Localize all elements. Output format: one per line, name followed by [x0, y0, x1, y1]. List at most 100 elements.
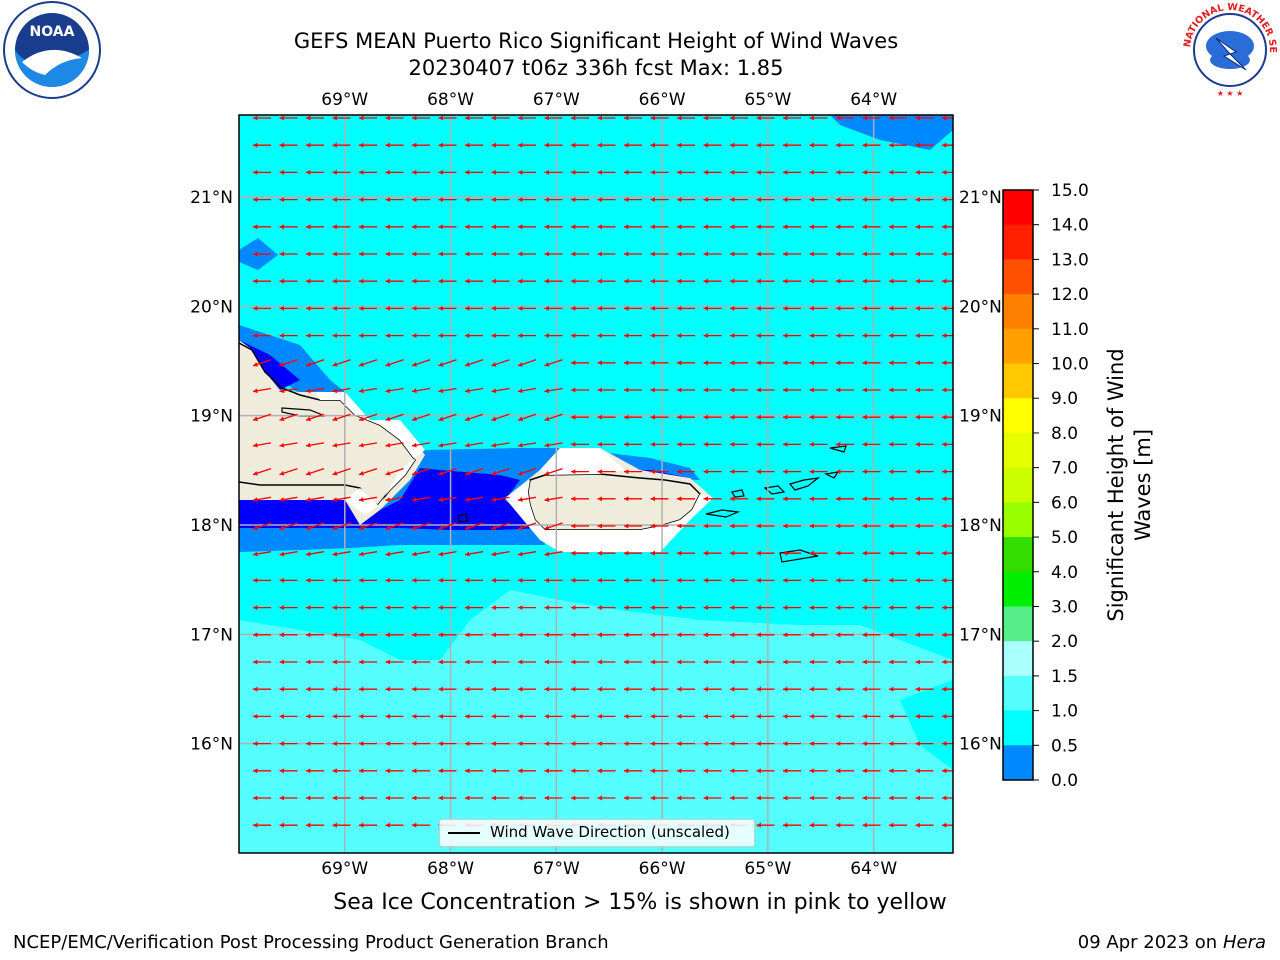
wind-wave-arrowhead — [783, 578, 788, 583]
wind-wave-arrowhead — [756, 686, 761, 692]
wind-wave-arrowhead — [889, 442, 894, 447]
wind-wave-arrowhead — [889, 387, 894, 393]
wind-wave-arrowhead — [253, 578, 258, 583]
colorbar-tick-label: 0.0 — [1051, 771, 1078, 791]
wind-wave-arrowhead — [756, 469, 761, 474]
wind-wave-arrowhead — [624, 768, 629, 774]
lat-tick-label-right: 18°N — [959, 516, 1002, 536]
wind-wave-arrowhead — [544, 470, 550, 476]
wind-wave-arrowhead — [730, 523, 735, 529]
wind-wave-arrowhead — [332, 362, 338, 367]
wind-wave-arrowhead — [836, 251, 841, 257]
wind-wave-arrowhead — [624, 659, 629, 665]
wind-wave-arrowhead — [809, 714, 814, 719]
wind-wave-arrowhead — [412, 768, 417, 774]
wind-wave-arrowhead — [862, 360, 867, 366]
wind-wave-arrowhead — [597, 333, 602, 338]
wind-wave-arrowhead — [862, 768, 867, 774]
wind-wave-arrowhead — [438, 197, 443, 202]
wind-wave-arrowhead — [306, 741, 311, 746]
wind-wave-arrowhead — [809, 224, 814, 230]
colorbar-segment — [1003, 328, 1033, 365]
wind-wave-arrowhead — [332, 551, 338, 557]
wind-wave-arrowhead — [571, 768, 576, 774]
wind-wave-arrowhead — [783, 224, 788, 230]
wind-wave-arrowhead — [889, 714, 894, 719]
wind-wave-arrowhead — [809, 496, 814, 502]
legend-line-icon — [448, 832, 480, 834]
wind-wave-arrowhead — [279, 251, 284, 257]
wind-wave-arrowhead — [942, 115, 947, 121]
wind-wave-arrowhead — [597, 632, 602, 638]
wind-wave-arrowhead — [889, 197, 894, 202]
wind-wave-arrowhead — [332, 470, 338, 476]
colorbar-segment — [1003, 190, 1033, 226]
wind-wave-arrowhead — [412, 551, 417, 557]
wind-wave-arrowhead — [624, 224, 629, 230]
wind-wave-arrowhead — [836, 686, 841, 692]
wind-wave-arrowhead — [756, 170, 761, 175]
wind-wave-arrowhead — [862, 142, 867, 148]
wind-wave-arrowhead — [677, 686, 682, 692]
wind-wave-arrowhead — [650, 550, 655, 556]
wind-wave-arrowhead — [836, 306, 841, 311]
wind-wave-arrowhead — [783, 414, 788, 420]
wind-wave-arrowhead — [942, 278, 947, 284]
wind-wave-arrowhead — [544, 795, 549, 801]
wind-wave-arrowhead — [915, 496, 920, 502]
wind-wave-arrowhead — [650, 469, 655, 474]
lon-tick-label-top: 67°W — [533, 90, 580, 110]
wind-wave-arrowhead — [306, 470, 311, 476]
wind-wave-arrowhead — [385, 362, 391, 367]
wind-wave-arrowhead — [571, 550, 576, 556]
wind-wave-arrowhead — [730, 251, 735, 257]
wind-wave-arrowhead — [306, 442, 311, 448]
wind-wave-arrowhead — [862, 795, 867, 801]
wind-wave-arrowhead — [862, 306, 867, 311]
wind-wave-arrowhead — [332, 632, 337, 638]
wind-wave-arrowhead — [889, 333, 894, 338]
wind-wave-arrowhead — [756, 387, 761, 393]
wind-wave-arrowhead — [465, 362, 470, 367]
wind-wave-arrowhead — [491, 416, 497, 422]
wind-wave-arrowhead — [703, 469, 708, 474]
wind-wave-arrowhead — [518, 416, 523, 422]
wind-wave-arrowhead — [491, 525, 497, 530]
wind-wave-arrowhead — [889, 686, 894, 692]
wind-wave-arrowhead — [412, 278, 417, 284]
wind-wave-arrowhead — [756, 632, 761, 638]
wind-wave-arrowhead — [756, 197, 761, 202]
wind-wave-arrowhead — [253, 768, 258, 774]
colorbar-tick-label: 9.0 — [1051, 389, 1078, 409]
wind-wave-arrowhead — [332, 822, 337, 828]
wind-wave-arrowhead — [677, 414, 682, 420]
land-virgin-islands — [705, 445, 847, 563]
wind-wave-arrowhead — [942, 251, 947, 257]
wind-wave-arrowhead — [279, 416, 285, 422]
wind-wave-arrowhead — [518, 525, 523, 530]
wind-wave-arrowhead — [889, 251, 894, 257]
colorbar-segment — [1003, 675, 1033, 712]
lon-tick-label-top: 68°W — [427, 90, 474, 110]
wind-wave-arrowhead — [332, 741, 337, 746]
wind-wave-arrowhead — [730, 360, 735, 366]
wind-wave-arrowhead — [783, 550, 788, 556]
wind-wave-arrowhead — [332, 170, 337, 175]
wind-wave-arrowhead — [544, 362, 550, 367]
wind-wave-arrowhead — [889, 605, 894, 610]
wind-wave-arrowhead — [915, 741, 920, 746]
wind-wave-arrowhead — [624, 360, 629, 366]
wind-wave-arrowhead — [703, 686, 708, 692]
wind-wave-arrowhead — [306, 362, 311, 367]
wind-wave-arrowhead — [412, 388, 417, 394]
wind-wave-arrowhead — [730, 768, 735, 774]
wind-wave-arrowhead — [703, 360, 708, 366]
wind-wave-arrowhead — [544, 306, 549, 311]
lon-tick-label-bottom: 68°W — [427, 859, 474, 879]
wind-wave-arrowhead — [730, 578, 735, 583]
wind-wave-arrowhead — [518, 632, 523, 638]
wind-wave-arrowhead — [306, 115, 311, 121]
colorbar-tick-label: 13.0 — [1051, 250, 1089, 270]
wind-wave-arrowhead — [518, 442, 523, 448]
wind-wave-arrowhead — [359, 362, 364, 367]
